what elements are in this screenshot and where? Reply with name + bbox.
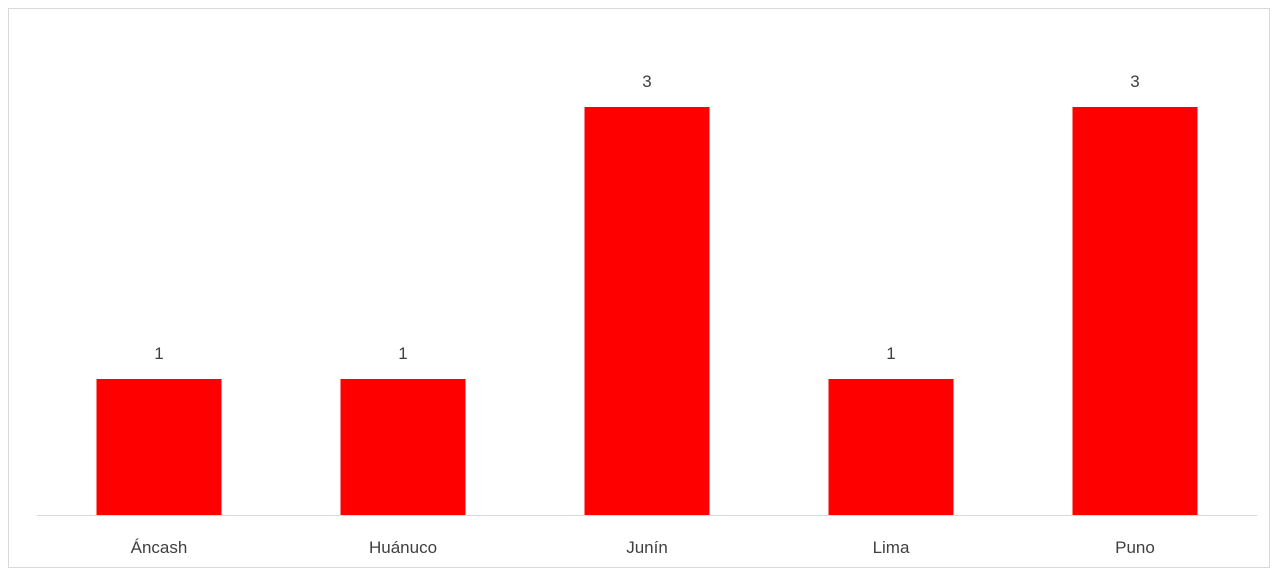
bar-2: [584, 107, 710, 515]
data-label-4: 3: [1130, 72, 1139, 91]
bar-0: [96, 379, 222, 515]
data-label-3: 1: [886, 344, 895, 363]
data-label-2: 3: [642, 72, 651, 91]
x-tick-label-1: Huánuco: [369, 538, 437, 557]
bar-3: [828, 379, 954, 515]
x-tick-labels-layer: Áncash Huánuco Junín Lima Puno: [131, 538, 1155, 557]
bar-4: [1072, 107, 1198, 515]
data-label-1: 1: [398, 344, 407, 363]
data-label-0: 1: [154, 344, 163, 363]
data-labels-layer: 1 1 3 1 3: [154, 72, 1139, 363]
bars-layer: [96, 107, 1198, 515]
x-tick-label-4: Puno: [1115, 538, 1155, 557]
x-tick-label-3: Lima: [873, 538, 910, 557]
bar-1: [340, 379, 466, 515]
x-tick-label-2: Junín: [626, 538, 668, 557]
x-tick-label-0: Áncash: [131, 538, 188, 557]
